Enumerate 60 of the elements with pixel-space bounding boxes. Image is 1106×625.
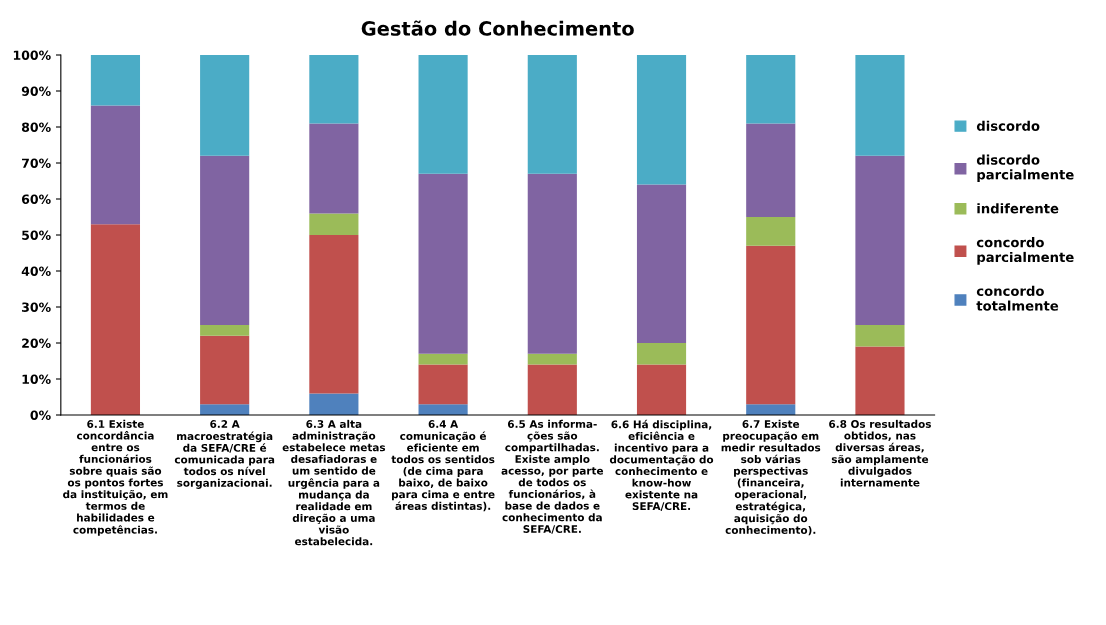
bar [636, 343, 687, 365]
bar [309, 213, 359, 235]
y-tick-label: 90% [21, 86, 51, 96]
bar [527, 364, 577, 415]
y-tick-label: 40% [21, 266, 51, 276]
bar [90, 105, 141, 225]
bar [200, 55, 250, 156]
bar [527, 353, 577, 365]
legend-label: discordo parcialmente [976, 154, 1074, 183]
bar [746, 55, 796, 124]
bar [200, 404, 250, 415]
bar [746, 217, 796, 246]
bar [527, 55, 577, 174]
bar [309, 55, 359, 124]
legend-label: concordo parcialmente [976, 237, 1074, 265]
category-label: 6.7 Existe preocupação em medir resultados sob várias perspectivas (financeira, operacional, estratégica, aquisição do conhecimento). [721, 419, 821, 536]
bar [418, 364, 468, 405]
y-tick-label: 60% [21, 194, 51, 204]
bar [90, 55, 141, 106]
bar [418, 353, 468, 365]
bar [309, 123, 359, 214]
bar [418, 55, 468, 174]
bar [527, 173, 577, 354]
bar [200, 325, 250, 336]
x-tick-label: 6.4 A comunicação é eficiente em todos os sentidos (de cima para baixo, de baixo para cima e entre áreas distintas). [391, 420, 495, 512]
y-tick-label: 20% [22, 338, 51, 348]
bar [200, 335, 250, 405]
legend-label: indiferente [977, 203, 1059, 214]
bar [855, 346, 905, 415]
category-label: 6.5 As informa- ções são compartilhadas. Existe amplo acesso, por parte de todos os funcionários, à base de dados e conhecimento da SEFA/CRE. [501, 419, 604, 534]
chart-title: Gestão do Conhecimento [361, 20, 634, 36]
bar [855, 155, 905, 325]
y-tick-label: 80% [21, 122, 51, 132]
bar [636, 184, 687, 343]
bar [309, 393, 359, 415]
bar [418, 173, 468, 354]
y-tick-label: 0% [30, 410, 51, 420]
y-tick-label: 70% [22, 158, 51, 168]
bar [309, 235, 359, 394]
bar [746, 123, 796, 217]
legend-label: discordo [976, 120, 1040, 131]
bar [855, 325, 905, 347]
legend-label: concordo totalmente [976, 285, 1059, 311]
y-tick-label: 50% [22, 230, 51, 240]
bar [855, 55, 905, 156]
x-tick-label: 6.6 Há disciplina, eficiência e incentivo para a documentação do conhecimento e know-how existente na SEFA/CRE. [609, 419, 714, 511]
bar [636, 364, 687, 415]
bar [746, 404, 796, 415]
x-tick-label: 6.8 Os resultados obtidos, nas diversas áreas, são amplamente divulgados internamente [829, 419, 931, 487]
x-tick-label: 6.2 A macroestratégia da SEFA/CRE é comunicada para todos os nível sorganizacionai. [174, 420, 275, 489]
y-tick-label: 10% [22, 374, 51, 384]
bar [636, 55, 687, 185]
bar [90, 224, 141, 415]
bar [418, 404, 468, 415]
y-tick-label: 100% [13, 50, 51, 60]
bar [200, 155, 250, 325]
category-label: 6.1 Existe concordância entre os funcionários sobre quais são os pontos fortes da instituição, em termos de habilidades e competências. [63, 419, 168, 536]
bar [746, 245, 796, 405]
category-label: 6.3 A alta administração estabelece metas desafiadoras e um sentido de urgência para a mudança da realidade em direção a uma visão estabelecida. [282, 419, 386, 546]
y-tick-label: 30% [22, 302, 51, 312]
